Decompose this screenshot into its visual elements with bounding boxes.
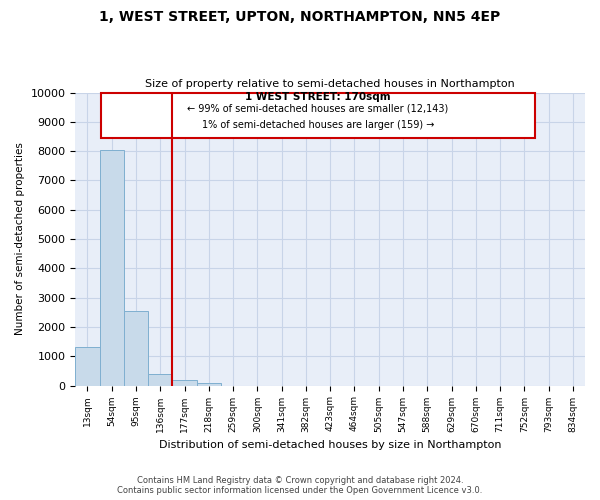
Text: 1% of semi-detached houses are larger (159) →: 1% of semi-detached houses are larger (1… xyxy=(202,120,434,130)
Bar xyxy=(172,380,197,386)
Bar xyxy=(100,150,124,386)
FancyBboxPatch shape xyxy=(101,94,535,138)
Bar xyxy=(124,312,148,386)
Text: 1, WEST STREET, UPTON, NORTHAMPTON, NN5 4EP: 1, WEST STREET, UPTON, NORTHAMPTON, NN5 … xyxy=(100,10,500,24)
Bar xyxy=(197,382,221,386)
Text: Contains HM Land Registry data © Crown copyright and database right 2024.
Contai: Contains HM Land Registry data © Crown c… xyxy=(118,476,482,495)
Title: Size of property relative to semi-detached houses in Northampton: Size of property relative to semi-detach… xyxy=(145,79,515,89)
Bar xyxy=(75,348,100,386)
Text: ← 99% of semi-detached houses are smaller (12,143): ← 99% of semi-detached houses are smalle… xyxy=(187,104,449,114)
Bar xyxy=(148,374,172,386)
Y-axis label: Number of semi-detached properties: Number of semi-detached properties xyxy=(15,142,25,336)
X-axis label: Distribution of semi-detached houses by size in Northampton: Distribution of semi-detached houses by … xyxy=(159,440,502,450)
Text: 1 WEST STREET: 170sqm: 1 WEST STREET: 170sqm xyxy=(245,92,391,102)
